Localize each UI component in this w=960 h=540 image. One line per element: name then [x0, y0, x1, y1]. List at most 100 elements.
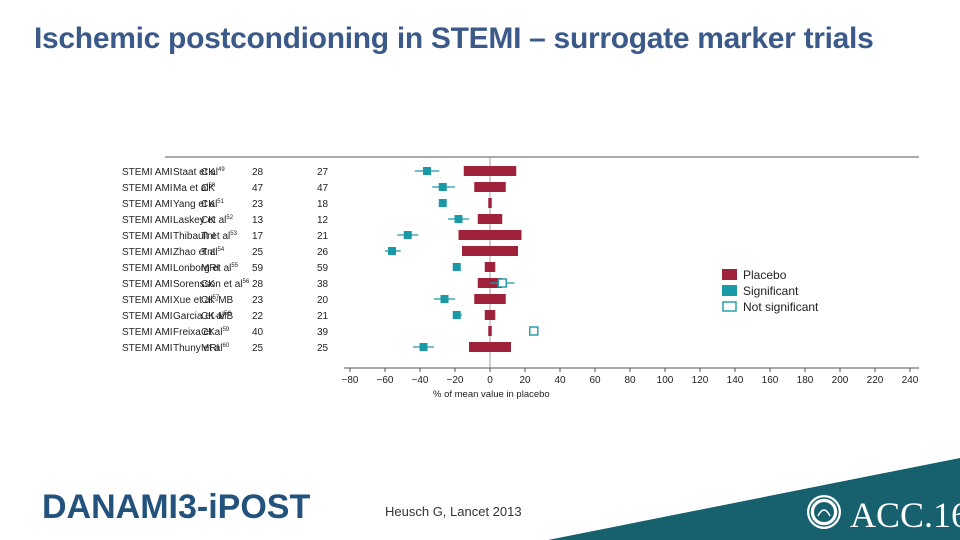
study-n-postcond: 28	[252, 167, 264, 178]
effect-marker-significant	[454, 215, 463, 223]
placebo-bar	[474, 294, 506, 304]
study-marker: CK	[201, 215, 215, 226]
effect-marker-significant	[403, 231, 412, 239]
placebo-bar	[463, 166, 517, 176]
study-n-placebo: 25	[317, 343, 329, 354]
study-marker: MRI	[201, 343, 219, 354]
placebo-bar	[488, 198, 492, 208]
x-tick-label: 160	[762, 375, 779, 386]
placebo-bar	[474, 182, 506, 192]
placebo-bar	[477, 214, 503, 224]
effect-marker-significant	[419, 343, 428, 351]
study-name: Ma et al50	[173, 183, 216, 194]
study-n-placebo: 21	[317, 231, 329, 242]
study-population: STEMI AMI	[122, 183, 173, 194]
x-tick-label: 140	[727, 375, 744, 386]
x-tick-label: 180	[797, 375, 814, 386]
study-population: STEMI AMI	[122, 167, 173, 178]
placebo-bar	[462, 246, 518, 256]
study-name: Freixa et al59	[173, 327, 230, 338]
legend-label: Placebo	[743, 268, 787, 282]
study-name: Staat et al49	[173, 167, 225, 178]
study-name: Thibault et al53	[173, 231, 238, 242]
study-n-postcond: 28	[252, 279, 264, 290]
study-name: Xue et al57	[173, 295, 220, 306]
x-tick-label: 120	[692, 375, 709, 386]
study-name: Thuny et al60	[173, 343, 230, 354]
study-n-placebo: 47	[317, 183, 329, 194]
placebo-bar	[484, 310, 496, 320]
study-name: Zhao et al54	[173, 247, 225, 258]
x-tick-label: −80	[342, 375, 359, 386]
study-n-placebo: 38	[317, 279, 329, 290]
study-population: STEMI AMI	[122, 343, 173, 354]
study-n-postcond: 25	[252, 247, 264, 258]
study-n-postcond: 17	[252, 231, 264, 242]
study-marker: CK	[201, 279, 215, 290]
study-n-placebo: 26	[317, 247, 329, 258]
study-population: STEMI AMI	[122, 263, 173, 274]
placebo-bar	[488, 326, 492, 336]
x-tick-label: 60	[589, 375, 601, 386]
x-tick-label: 100	[657, 375, 674, 386]
placebo-bar	[484, 262, 496, 272]
acc-seal-logo	[807, 495, 841, 529]
study-n-placebo: 18	[317, 199, 329, 210]
effect-marker-significant	[388, 247, 396, 255]
effect-marker-significant	[452, 311, 461, 319]
study-population: STEMI AMI	[122, 295, 173, 306]
study-n-placebo: 12	[317, 215, 329, 226]
study-n-placebo: 20	[317, 295, 329, 306]
study-marker: CK	[201, 327, 215, 338]
effect-marker-significant	[452, 263, 461, 271]
x-tick-label: 200	[832, 375, 849, 386]
effect-marker-significant	[423, 167, 431, 175]
study-name: Sorensson et al56	[173, 279, 250, 290]
placebo-bar	[458, 230, 522, 240]
study-population: STEMI AMI	[122, 247, 173, 258]
study-n-postcond: 25	[252, 343, 264, 354]
study-n-postcond: 23	[252, 199, 264, 210]
acc-logo-text: ACC.16	[850, 495, 960, 535]
x-tick-label: 20	[519, 375, 531, 386]
trial-name: DANAMI3-iPOST	[42, 488, 311, 526]
study-n-postcond: 47	[252, 183, 264, 194]
study-n-placebo: 39	[317, 327, 329, 338]
study-n-postcond: 22	[252, 311, 264, 322]
study-name: Garcia et al58	[173, 311, 231, 322]
x-tick-label: 40	[554, 375, 566, 386]
study-population: STEMI AMI	[122, 279, 173, 290]
study-marker: TnI	[201, 231, 215, 242]
study-n-postcond: 23	[252, 295, 264, 306]
slide-title: Ischemic postcondioning in STEMI – surro…	[34, 22, 874, 55]
effect-marker-significant	[440, 295, 449, 303]
study-population: STEMI AMI	[122, 327, 173, 338]
study-population: STEMI AMI	[122, 311, 173, 322]
study-name: Laskey et al52	[173, 215, 234, 226]
study-name: Lonborg et al55	[173, 263, 239, 274]
study-marker: CK	[201, 183, 215, 194]
x-tick-label: 80	[624, 375, 636, 386]
x-tick-label: 0	[487, 375, 493, 386]
citation: Heusch G, Lancet 2013	[385, 504, 522, 519]
study-marker: CK-MB	[201, 311, 234, 322]
legend-swatch-not-significant	[722, 301, 737, 312]
legend-label: Not significant	[743, 300, 819, 314]
x-axis-label: % of mean value in placebo	[433, 389, 550, 400]
effect-marker-not-significant	[529, 326, 539, 336]
effect-marker-not-significant	[497, 278, 507, 288]
forest-plot: −80 −60 −40 −20 0 20 40 60 80 100 120 140 160 180 200 2…	[122, 156, 919, 400]
effect-marker-significant	[438, 183, 447, 191]
legend-swatch-significant	[722, 285, 737, 296]
study-n-postcond: 59	[252, 263, 264, 274]
study-marker: CK	[201, 167, 215, 178]
study-marker: CK-MB	[201, 295, 234, 306]
study-n-postcond: 40	[252, 327, 264, 338]
study-n-placebo: 21	[317, 311, 329, 322]
placebo-bar	[469, 342, 511, 352]
x-tick-label: −60	[377, 375, 394, 386]
study-population: STEMI AMI	[122, 231, 173, 242]
effect-marker-significant	[438, 199, 447, 207]
legend-swatch-placebo	[722, 269, 737, 280]
x-tick-label: −40	[412, 375, 429, 386]
